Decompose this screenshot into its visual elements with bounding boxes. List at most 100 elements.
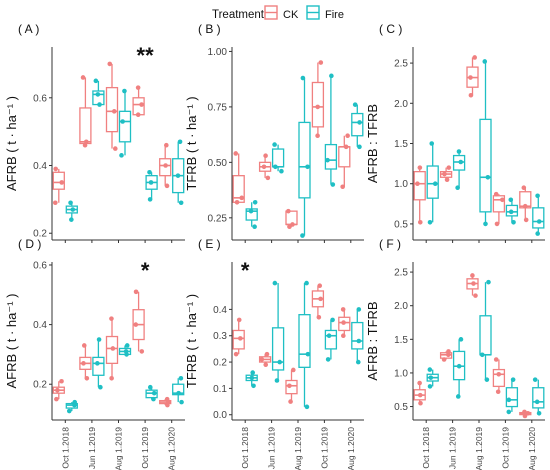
jitter-point: [325, 157, 330, 163]
jitter-point: [455, 185, 460, 191]
jitter-point: [468, 75, 473, 80]
y-axis-title: TFRB ( t · ha⁻¹ ): [184, 294, 199, 388]
jitter-point: [330, 317, 335, 323]
box-ck-0: [52, 378, 65, 402]
box-body: [298, 314, 311, 368]
jitter-point: [265, 175, 271, 181]
jitter-point: [510, 377, 516, 382]
jitter-point: [263, 153, 268, 159]
jitter-point: [326, 333, 332, 339]
box-ck-0: [52, 166, 65, 206]
jitter-point: [81, 343, 87, 348]
box-body: [285, 379, 298, 395]
x-tick-label: Aug 1.2019: [114, 427, 124, 470]
box-ck-3: [132, 85, 145, 118]
jitter-point: [273, 164, 278, 170]
panel-label: ( B ): [198, 22, 221, 36]
jitter-point: [53, 200, 58, 206]
jitter-point: [264, 351, 270, 357]
jitter-point: [357, 120, 362, 125]
box-fire-0: [245, 370, 258, 389]
jitter-point: [93, 78, 99, 84]
jitter-point: [124, 343, 130, 348]
jitter-point: [417, 380, 422, 386]
jitter-point: [53, 166, 59, 172]
jitter-point: [305, 164, 310, 170]
jitter-point: [110, 346, 116, 351]
jitter-point: [250, 370, 256, 375]
jitter-point: [135, 85, 141, 90]
jitter-point: [178, 375, 184, 381]
jitter-point: [318, 296, 323, 302]
box-body: [426, 165, 439, 199]
box-ck-2: [105, 61, 119, 151]
box-body: [271, 148, 285, 168]
jitter-point: [417, 165, 423, 170]
box-body: [351, 321, 364, 350]
box-fire-3: [505, 377, 519, 415]
box-fire-1: [92, 78, 105, 107]
box-fire-4: [172, 375, 185, 405]
box-ck-0: [232, 317, 245, 357]
box-fire-4: [532, 377, 545, 416]
panel-0: ( A ) AFRB ( t · ha⁻¹ ) 0.2 0.4 0.6 **: [4, 22, 185, 243]
y-tick-label: 0.6: [33, 93, 47, 104]
y-tick-label: 1.5: [394, 335, 408, 346]
jitter-point: [279, 168, 284, 174]
jitter-point: [107, 61, 113, 67]
x-tick-label: Oct 1.2018: [60, 427, 70, 469]
x-tick-label: Jun 1.2019: [87, 427, 97, 469]
jitter-point: [455, 394, 461, 399]
jitter-point: [84, 375, 90, 381]
y-axis-title: AFRB : TFRB: [365, 104, 380, 183]
jitter-point: [304, 280, 309, 286]
jitter-point: [151, 390, 157, 396]
box-fire-0: [426, 141, 439, 225]
box-fire-1: [271, 280, 285, 383]
jitter-point: [300, 233, 305, 238]
box-ck-4: [159, 396, 172, 408]
jitter-point: [325, 357, 331, 362]
jitter-point: [98, 384, 103, 390]
jitter-point: [485, 174, 491, 180]
jitter-point: [178, 200, 184, 206]
box-body: [532, 207, 545, 229]
y-tick-label: 0.4: [33, 320, 47, 331]
box-ck-2: [466, 55, 479, 98]
jitter-point: [357, 144, 362, 150]
y-tick-label: 1.5: [394, 139, 408, 150]
jitter-point: [248, 208, 254, 214]
box-fire-0: [426, 367, 439, 389]
jitter-point: [315, 133, 320, 139]
jitter-point: [175, 173, 181, 178]
jitter-point: [523, 217, 529, 223]
jitter-point: [96, 337, 102, 342]
jitter-point: [151, 396, 156, 402]
panel-3: ( D ) AFRB ( t · ha⁻¹ ) 0.2 0.4 0.6 *: [4, 237, 185, 423]
x-tick-label: Aug 1.2020: [346, 427, 356, 470]
box-fire-2: [118, 88, 132, 158]
jitter-point: [458, 337, 464, 342]
box-fire-0: [245, 199, 258, 229]
y-tick-label: 0.5: [394, 219, 408, 230]
jitter-point: [508, 197, 514, 203]
jitter-point: [458, 159, 464, 165]
jitter-point: [70, 207, 76, 212]
box-body: [532, 387, 545, 409]
box-fire-2: [479, 59, 492, 227]
jitter-point: [147, 384, 153, 390]
jitter-point: [506, 397, 512, 403]
legend-label-fire: Fire: [325, 9, 344, 21]
jitter-point: [252, 199, 258, 205]
jitter-point: [532, 377, 538, 382]
box-body: [505, 387, 519, 408]
jitter-point: [287, 383, 292, 389]
jitter-point: [483, 221, 488, 227]
box-fire-1: [452, 149, 466, 191]
box-ck-3: [492, 191, 506, 227]
jitter-point: [417, 392, 423, 398]
box-fire-2: [479, 279, 492, 382]
y-tick-label: 0.5: [394, 402, 408, 413]
jitter-point: [66, 408, 72, 414]
box-fire-3: [505, 197, 519, 225]
